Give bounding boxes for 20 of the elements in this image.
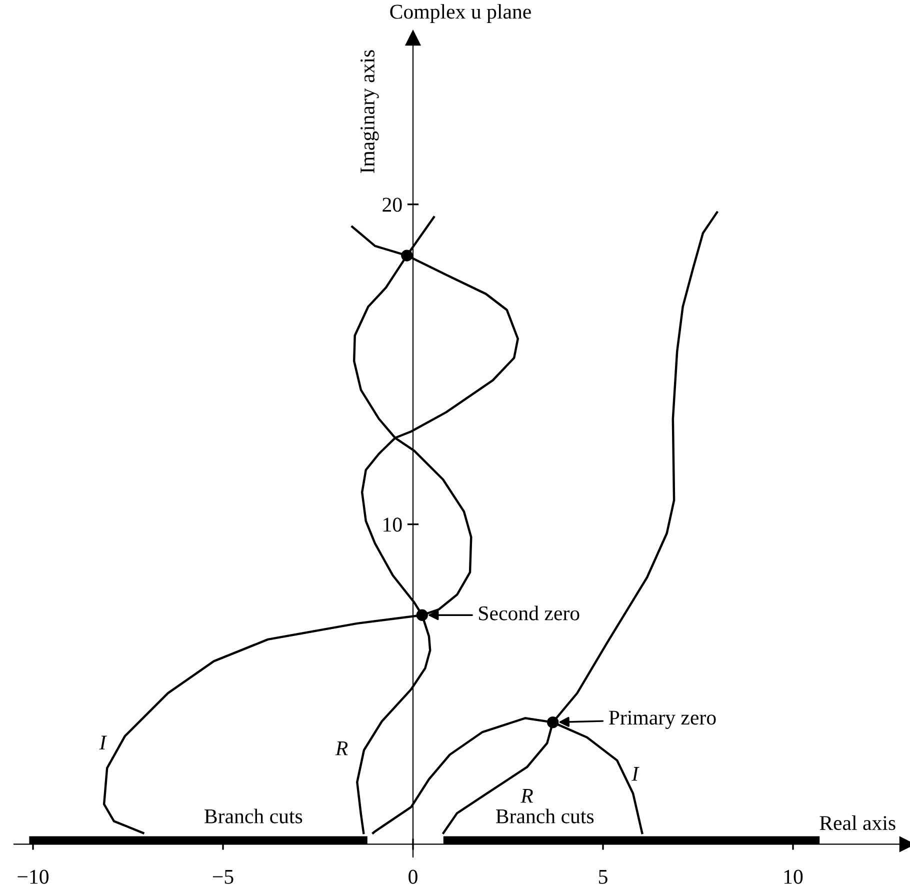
- x-tick-label: 0: [408, 870, 418, 884]
- annotation: R: [335, 742, 348, 756]
- x-axis-title: Real axis: [820, 815, 896, 830]
- annotation: R: [520, 789, 534, 803]
- annotation: Second zero: [479, 606, 580, 620]
- annotation: Primary zero: [608, 710, 716, 729]
- x-tick-label: −10: [18, 870, 48, 884]
- x-tick-label: 5: [599, 870, 608, 884]
- annotation: I: [99, 736, 108, 750]
- annotation: I: [632, 767, 640, 781]
- annotation: Branch cuts: [204, 808, 302, 824]
- point: [416, 609, 428, 621]
- x-tick-label: 10: [784, 870, 803, 884]
- x-tick-label: −5: [212, 870, 234, 884]
- y-tick-label: 20: [382, 198, 402, 212]
- point: [401, 250, 413, 262]
- y-axis-title: Imaginary axis: [360, 50, 379, 174]
- point: [546, 716, 559, 728]
- chart-title: Complex u plane: [390, 4, 531, 23]
- annotation: Branch cuts: [496, 808, 594, 824]
